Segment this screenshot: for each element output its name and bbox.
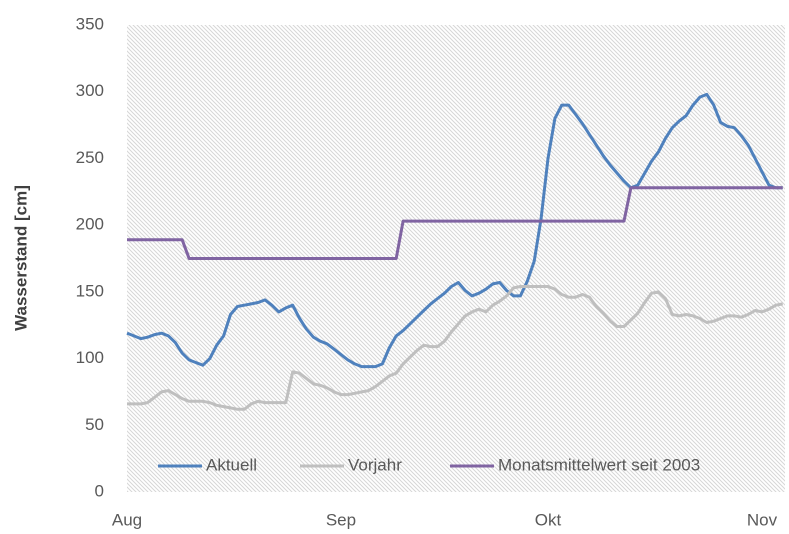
x-tick-label: Aug (112, 510, 142, 529)
x-tick-label: Nov (747, 510, 778, 529)
legend-label: Aktuell (206, 455, 257, 474)
data-line (127, 285, 783, 411)
legend-label: Monatsmittelwert seit 2003 (498, 455, 700, 474)
y-axis-title: Wasserstand [cm] (11, 185, 30, 331)
y-tick-label: 300 (76, 81, 104, 100)
plot: 0 50 100 150 200 250 300 350 Aug Sep Okt Nov Aktuell… (76, 14, 783, 529)
data-line (127, 186, 783, 260)
y-tick-label: 200 (76, 215, 104, 234)
x-tick-label: Okt (535, 510, 562, 529)
y-tick-label: 50 (85, 415, 104, 434)
y-tick-label: 350 (76, 14, 104, 33)
x-tick-label: Sep (326, 510, 356, 529)
y-tick-label: 250 (76, 148, 104, 167)
y-tick-label: 150 (76, 281, 104, 300)
legend-label: Vorjahr (348, 455, 402, 474)
data-line (126, 92, 783, 369)
y-tick-label: 100 (76, 348, 104, 367)
y-tick-label: 0 (95, 481, 104, 500)
